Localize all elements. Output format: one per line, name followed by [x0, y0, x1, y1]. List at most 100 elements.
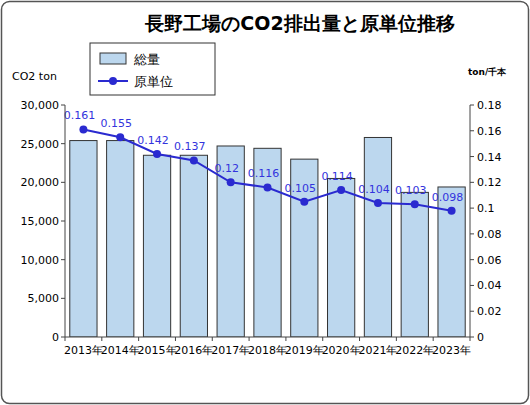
y2-tick-label: 0.04 [477, 279, 502, 292]
marker [300, 198, 308, 206]
legend-label: 総量 [133, 52, 160, 67]
marker [411, 200, 419, 208]
x-axis [65, 337, 470, 338]
y2-tick [470, 337, 474, 338]
x-tick [65, 337, 66, 341]
x-tick-label: 2018年 [248, 344, 287, 357]
y2-tick [470, 259, 474, 260]
y2-tick [470, 156, 474, 157]
marker [264, 183, 272, 191]
y-tick [61, 259, 65, 260]
x-tick-label: 2016年 [174, 344, 213, 357]
y2-tick-label: 0.1 [477, 202, 495, 215]
bar [70, 141, 97, 337]
data-label: 0.155 [100, 117, 132, 130]
y2-tick-label: 0.06 [477, 254, 502, 267]
data-label: 0.137 [174, 140, 206, 153]
marker [153, 150, 161, 158]
x-tick [433, 337, 434, 341]
y2-tick-label: 0.14 [477, 151, 502, 164]
data-label: 0.104 [358, 183, 390, 196]
x-tick-label: 2022年 [395, 344, 434, 357]
y-tick [61, 182, 65, 183]
bar [180, 155, 207, 337]
y-axis-label: CO2 ton [12, 70, 57, 83]
x-tick [322, 337, 323, 341]
marker [337, 186, 345, 194]
plot-data [70, 125, 465, 337]
x-tick [138, 337, 139, 341]
legend-label: 原単位 [134, 74, 173, 89]
y2-tick [470, 182, 474, 183]
frame [2, 2, 529, 404]
y2-tick-label: 0 [477, 331, 484, 344]
marker [190, 156, 198, 164]
line [83, 129, 451, 210]
y-tick-label: 10,000 [21, 254, 60, 267]
y-tick [61, 298, 65, 299]
y2-tick-label: 0.12 [477, 176, 502, 189]
y-tick-label: 0 [52, 331, 59, 344]
x-tick-label: 2013年 [64, 344, 103, 357]
x-tick-label: 2014年 [101, 344, 140, 357]
title: 長野工場のCO2排出量と原単位推移 [144, 12, 454, 34]
chart: 長野工場のCO2排出量と原単位推移 CO2 ton ton/千本 0.161 0.155… [0, 0, 530, 405]
x-tick-label: 2015年 [138, 344, 177, 357]
y2-tick [470, 208, 474, 209]
y2-tick [470, 285, 474, 286]
marker [374, 199, 382, 207]
y-tick [61, 221, 65, 222]
legend-marker [109, 77, 117, 85]
data-label: 0.103 [395, 184, 427, 197]
y2-tick-label: 0.02 [477, 305, 502, 318]
x-tick-label: 2020年 [322, 344, 361, 357]
x-tick [101, 337, 102, 341]
y-tick-label: 5,000 [28, 292, 60, 305]
x-tick [212, 337, 213, 341]
y2-tick [470, 105, 474, 106]
bar [107, 141, 134, 337]
data-label: 0.142 [137, 134, 169, 147]
legend: 総量原単位 [90, 43, 215, 95]
y-tick [61, 337, 65, 338]
data-label: 0.12 [214, 162, 239, 175]
bar [401, 192, 428, 337]
x-tick [359, 337, 360, 341]
y-tick [61, 143, 65, 144]
y2-tick-label: 0.16 [477, 125, 502, 138]
bar [328, 178, 355, 337]
x-tick [396, 337, 397, 341]
bar [364, 137, 391, 337]
y2-axis-label: ton/千本 [468, 67, 507, 77]
marker [116, 133, 124, 141]
bar [143, 155, 170, 337]
y-tick-label: 15,000 [21, 215, 60, 228]
legend-box [90, 43, 215, 95]
y-tick-label: 30,000 [21, 99, 60, 112]
legend-swatch [100, 53, 126, 64]
x-tick [175, 337, 176, 341]
x-tick-label: 2021年 [358, 344, 397, 357]
y-tick [61, 105, 65, 106]
data-label: 0.098 [432, 191, 464, 204]
x-tick [285, 337, 286, 341]
y-tick-label: 20,000 [21, 176, 60, 189]
x-tick-label: 2017年 [211, 344, 250, 357]
data-label: 0.114 [321, 170, 353, 183]
y2-tick [470, 233, 474, 234]
data-label: 0.161 [64, 109, 96, 122]
y2-tick [470, 130, 474, 131]
data-label: 0.116 [248, 167, 280, 180]
x-tick-label: 2023年 [432, 344, 471, 357]
y2-axis [470, 105, 471, 337]
y2-tick-label: 0.18 [477, 99, 502, 112]
x-tick [470, 337, 471, 341]
y-tick-label: 25,000 [21, 138, 60, 151]
marker [79, 125, 87, 133]
data-label: 0.105 [285, 182, 317, 195]
x-tick [249, 337, 250, 341]
marker [448, 207, 456, 215]
y2-tick-label: 0.08 [477, 228, 502, 241]
x-tick-label: 2019年 [285, 344, 324, 357]
marker [227, 178, 235, 186]
